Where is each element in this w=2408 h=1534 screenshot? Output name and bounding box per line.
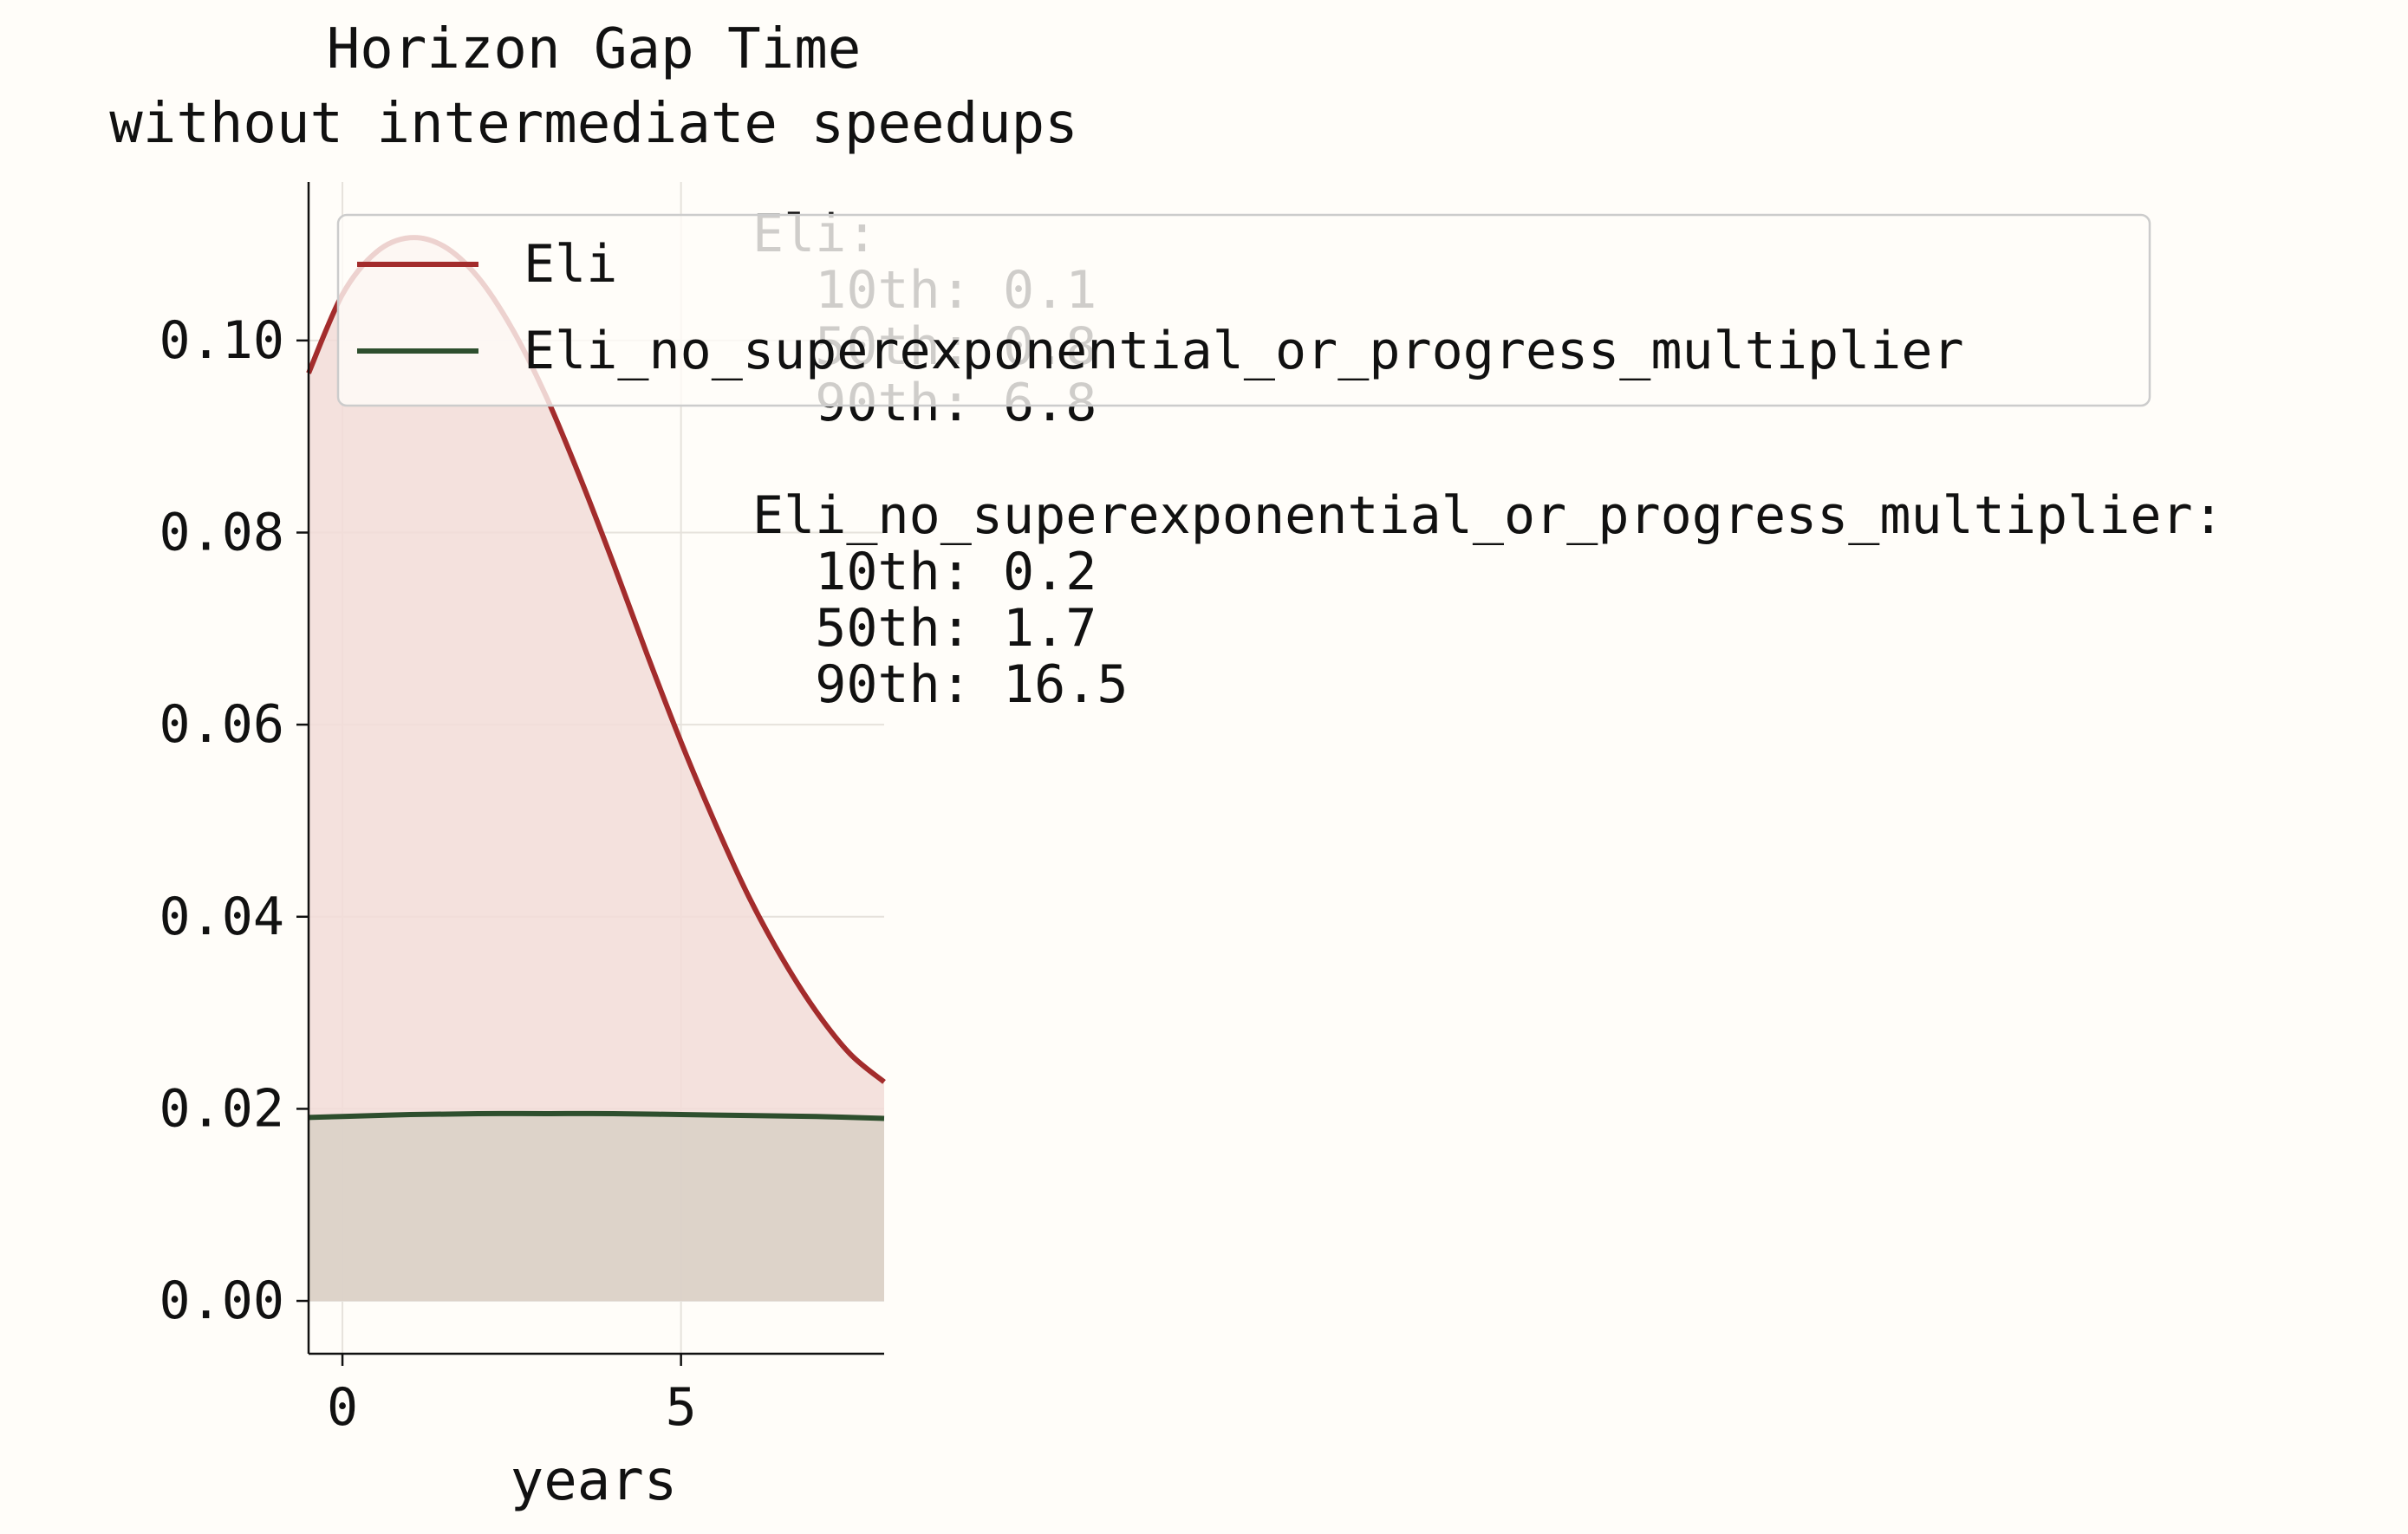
y-tick-label: 0.10 <box>159 310 285 371</box>
x-axis-label: years <box>511 1449 678 1513</box>
chart-title-line-1: Horizon Gap Time <box>327 17 862 81</box>
y-tick-label: 0.06 <box>159 694 285 755</box>
legend-box <box>336 213 2151 407</box>
x-tick-label: 0 <box>327 1377 358 1438</box>
legend-label-0: Eli <box>524 234 617 295</box>
y-tick-label: 0.00 <box>159 1271 285 1331</box>
ticks: 0.00 0.02 0.04 0.06 0.08 0.10 0 5 <box>159 310 697 1438</box>
series-fills <box>309 237 884 1302</box>
series-fill-1 <box>309 1113 884 1302</box>
y-tick-label: 0.04 <box>159 887 285 947</box>
y-tick-label: 0.08 <box>159 502 285 562</box>
series-line-1 <box>308 1110 885 1121</box>
annotation-line: 10th: 0.2 <box>752 542 1097 602</box>
chart-title-line-2: without intermediate speedups <box>109 92 1077 156</box>
annotation-line: Eli_no_superexponential_or_progress_mult… <box>752 485 2224 546</box>
legend-label-1: Eli_no_superexponential_or_progress_mult… <box>524 321 1964 381</box>
legend: Eli Eli_no_superexponential_or_progress_m… <box>336 213 2151 407</box>
annotation-line: 90th: 16.5 <box>752 654 1128 715</box>
axes <box>307 182 884 1355</box>
x-tick-label: 5 <box>666 1377 697 1438</box>
y-tick-label: 0.02 <box>159 1078 285 1139</box>
annotation-line: 50th: 1.7 <box>752 598 1097 659</box>
series-fill-0 <box>309 237 884 1302</box>
